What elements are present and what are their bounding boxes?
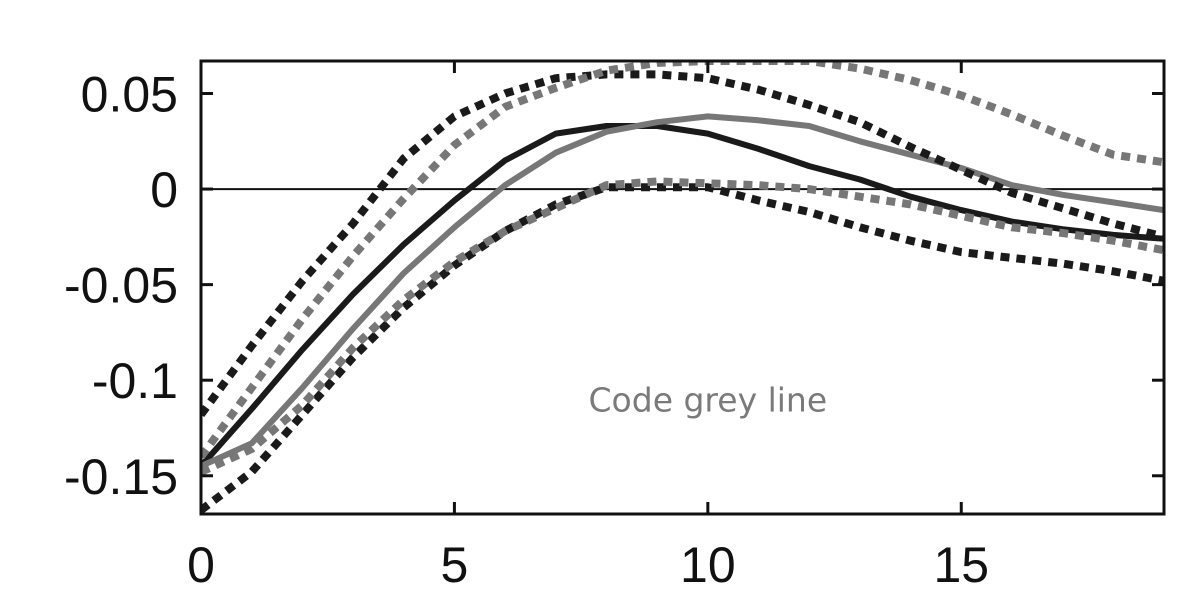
tick-marks (199, 61, 1164, 514)
series-layer (201, 61, 1164, 514)
y-tick-label-2: -0.05 (64, 258, 178, 314)
x-tick-label-0: 0 (187, 537, 215, 593)
series-line-5-dotted (201, 61, 1164, 460)
series-line-4-dotted (201, 183, 1164, 514)
series-line-3-dotted (201, 70, 1164, 417)
y-tick-label-1: 0 (150, 162, 178, 218)
x-tick-labels: 0 5 10 15 (187, 537, 989, 593)
series-line-6-dotted (201, 177, 1164, 476)
y-tick-label-0: 0.05 (81, 66, 178, 122)
x-tick-label-2: 10 (680, 537, 736, 593)
x-tick-label-1: 5 (441, 537, 469, 593)
series-line-1-solid (201, 123, 1164, 469)
chart-annotation: Code grey line (589, 380, 828, 419)
y-tick-labels: 0.05 0 -0.05 -0.1 -0.15 (64, 66, 178, 504)
series-line-2-solid (201, 113, 1164, 469)
y-tick-label-4: -0.15 (64, 449, 178, 505)
y-tick-label-3: -0.1 (92, 353, 178, 409)
plot-frame (199, 59, 1166, 516)
x-tick-label-3: 15 (933, 537, 989, 593)
